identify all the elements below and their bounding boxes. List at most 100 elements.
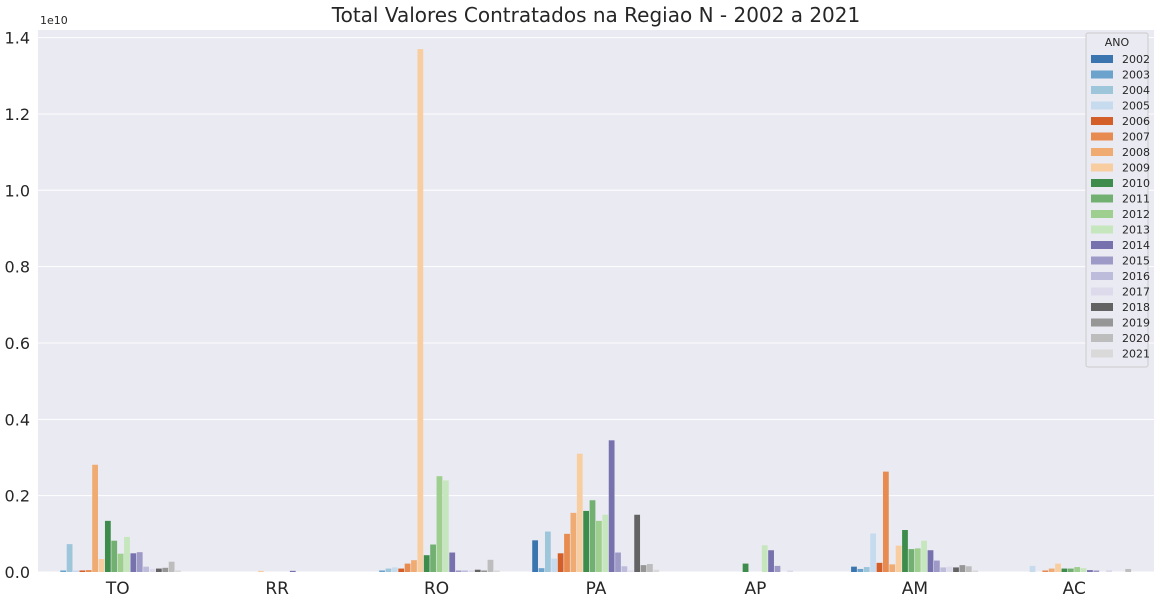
bar-PA-2009: [576, 453, 583, 572]
bar-RO-2008: [411, 560, 417, 572]
bar-RR-2009: [258, 570, 264, 572]
bar-AP-2010: [742, 563, 749, 572]
bar-TO-2021: [175, 570, 181, 572]
bar-AC-2015: [1093, 570, 1100, 572]
y-axis-ticks: 0.0 0.2 0.4 0.6 0.8 1.0 1.2 1.4: [5, 29, 30, 582]
bar-AC-2005: [1029, 565, 1036, 572]
bar-PA-2005: [551, 558, 558, 572]
bar-AM-2018: [953, 567, 959, 572]
legend-item-label: 2017: [1122, 286, 1150, 299]
legend-item-label: 2011: [1122, 193, 1150, 206]
bar-PA-2010: [583, 510, 590, 572]
bar-RO-2015: [455, 570, 462, 572]
bar-RO-2011: [430, 544, 436, 572]
legend-swatch: [1091, 117, 1113, 125]
legend-item-label: 2012: [1122, 208, 1150, 221]
legend-item-label: 2015: [1122, 255, 1150, 268]
bar-PA-2013: [602, 514, 609, 572]
legend-box: [1085, 32, 1149, 368]
bar-PA-2007: [564, 533, 570, 572]
bar-AM-2015: [933, 560, 940, 572]
bar-RO-2013: [442, 480, 449, 572]
x-tick-label: TO: [105, 579, 130, 599]
bar-PA-2017: [627, 570, 634, 572]
bar-RO-2016: [462, 570, 468, 572]
legend-swatch: [1091, 55, 1113, 63]
bar-AM-2012: [914, 548, 921, 572]
legend-swatch: [1091, 225, 1113, 234]
y-tick-label: 0.6: [5, 334, 30, 353]
bar-TO-2016: [143, 566, 149, 572]
bar-AC-2007: [1042, 570, 1049, 572]
bar-RO-2007: [404, 563, 411, 572]
bar-AM-2002: [851, 566, 857, 572]
bar-RO-2005: [391, 567, 398, 572]
x-tick-label: AM: [902, 579, 928, 599]
bar-AM-2006: [876, 562, 883, 572]
bar-AP-2015: [774, 565, 781, 572]
bar-PA-2014: [608, 440, 615, 572]
bar-AM-2020: [965, 566, 972, 572]
legend-item-label: 2018: [1122, 301, 1150, 314]
legend-item-label: 2003: [1122, 69, 1150, 82]
bar-RO-2018: [474, 569, 481, 572]
bar-PA-2004: [544, 531, 551, 572]
bar-TO-2007: [85, 570, 92, 572]
legend-swatch: [1091, 287, 1113, 296]
bar-RO-2009: [417, 49, 424, 572]
bar-RO-2006: [398, 568, 405, 572]
bar-AM-2005: [870, 533, 876, 572]
y-tick-label: 1.0: [5, 181, 30, 200]
bar-AC-2010: [1061, 568, 1068, 572]
bar-TO-2019: [162, 567, 169, 572]
bar-RO-2020: [487, 559, 494, 572]
bar-PA-2019: [640, 565, 647, 572]
legend-swatch: [1091, 318, 1113, 327]
bar-AP-2013: [761, 545, 768, 572]
legend-item-label: 2004: [1122, 84, 1150, 97]
bar-AP-2017: [787, 570, 794, 572]
bar-AM-2016: [940, 567, 947, 572]
y-tick-label: 0.0: [5, 563, 30, 582]
bar-TO-2010: [104, 520, 111, 572]
bar-AC-2008: [1048, 568, 1055, 572]
legend-swatch: [1091, 132, 1113, 141]
legend-swatch: [1091, 272, 1113, 280]
x-tick-label: AC: [1063, 579, 1086, 599]
bar-PA-2021: [653, 569, 660, 572]
y-tick-label: 0.2: [5, 487, 30, 506]
bar-PA-2015: [615, 552, 621, 572]
legend-item-label: 2005: [1122, 100, 1150, 113]
bar-TO-2014: [130, 553, 137, 572]
bar-PA-2008: [570, 512, 577, 572]
plot-area: [38, 30, 1154, 572]
legend-title: ANO: [1105, 36, 1130, 49]
bar-PA-2002: [532, 540, 539, 572]
bar-AM-2004: [863, 567, 870, 572]
legend-swatch: [1091, 163, 1113, 172]
y-tick-label: 0.8: [5, 258, 30, 277]
legend-item-label: 2013: [1122, 224, 1150, 237]
bar-AM-2017: [946, 566, 953, 572]
bar-AM-2010: [902, 530, 908, 572]
bar-AP-2014: [768, 550, 774, 572]
bar-AC-2014: [1087, 570, 1093, 572]
legend-item-label: 2002: [1122, 53, 1150, 66]
bar-AC-2013: [1080, 568, 1087, 572]
bar-RO-2010: [423, 555, 430, 572]
legend-swatch: [1091, 349, 1113, 358]
bar-AM-2007: [882, 471, 889, 572]
legend-item-label: 2021: [1122, 348, 1150, 361]
bar-AM-2011: [908, 549, 915, 572]
legend-swatch: [1091, 101, 1113, 110]
bar-TO-2020: [168, 561, 175, 572]
bars: [60, 49, 1132, 572]
bar-AC-2012: [1074, 567, 1081, 572]
bar-PA-2006: [557, 553, 564, 572]
bar-AC-2017: [1106, 570, 1112, 572]
bar-AC-2011: [1067, 568, 1074, 572]
legend-swatch: [1091, 194, 1113, 203]
legend-item-label: 2009: [1122, 162, 1150, 175]
y-tick-label: 0.4: [5, 410, 30, 429]
